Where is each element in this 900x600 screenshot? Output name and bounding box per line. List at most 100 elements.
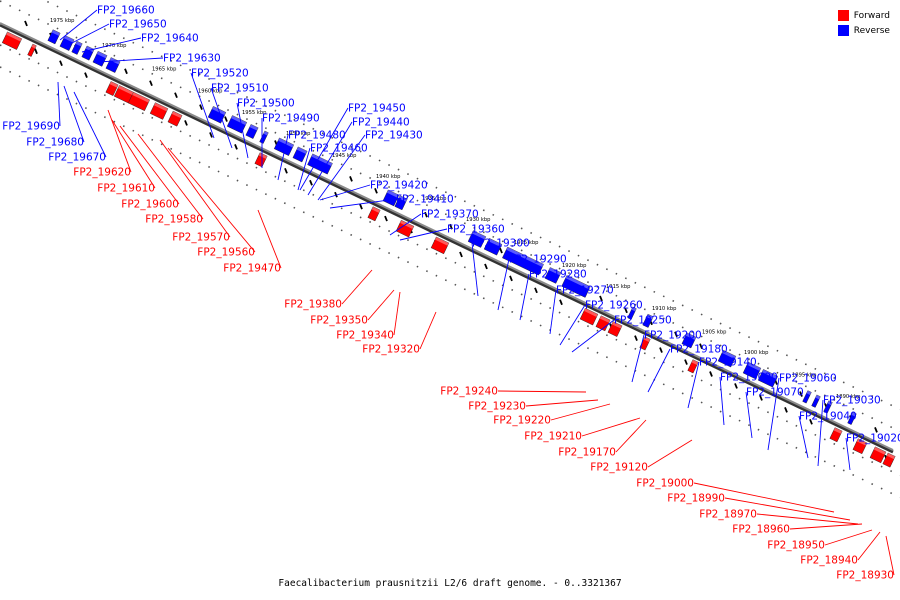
gene-label: FP2_19660	[97, 5, 155, 17]
scale-tick	[734, 383, 738, 389]
scale-tick	[309, 179, 313, 186]
scale-tick	[284, 167, 288, 174]
gene-highlight	[118, 85, 134, 96]
gene-label: FP2_19600	[121, 199, 179, 211]
gene-block	[467, 230, 487, 248]
leader-line	[317, 134, 366, 201]
gene-block	[811, 394, 821, 408]
kbp-label: 1905 kbp	[702, 330, 727, 336]
forward-gene	[687, 359, 699, 374]
legend-label: Forward	[853, 10, 890, 21]
gene-highlight	[263, 130, 269, 136]
gene-highlight	[548, 267, 562, 276]
leader-line	[399, 228, 448, 241]
gene-features	[1, 29, 896, 468]
gene-highlight	[806, 390, 812, 396]
scale-tick	[534, 287, 538, 294]
reverse-gene	[823, 400, 833, 414]
gene-highlight	[721, 350, 736, 359]
gene-label: FP2_19640	[141, 33, 199, 45]
leader-line	[798, 415, 809, 459]
scale-tick	[374, 187, 378, 194]
leader-line	[81, 37, 142, 53]
gene-block	[687, 359, 699, 374]
gene-label: FP2_19230	[468, 401, 526, 413]
leader-line	[647, 348, 671, 393]
gene-block	[47, 29, 61, 45]
gene-highlight	[565, 275, 591, 290]
forward-gene	[128, 91, 150, 112]
reverse-gene	[59, 35, 75, 51]
strand-guides	[0, 0, 900, 499]
gene-label: FP2_19670	[48, 152, 106, 164]
gene-highlight	[611, 321, 623, 329]
forward-gene	[254, 152, 268, 168]
leader-line	[789, 523, 863, 530]
reverse-gene	[226, 115, 248, 134]
reverse-gene	[259, 130, 269, 144]
gene-highlight	[434, 236, 449, 246]
gene-block	[167, 110, 183, 127]
gene-label: FP2_19650	[109, 19, 167, 31]
reverse-gene	[105, 57, 121, 73]
leader-line	[719, 376, 725, 426]
reverse-gene	[292, 146, 308, 163]
gene-block	[105, 81, 119, 96]
leader-line	[57, 81, 61, 127]
scale-tick	[84, 72, 88, 78]
gene-highlight	[487, 238, 502, 248]
gene-highlight	[75, 41, 83, 47]
reverse-gene	[642, 313, 654, 328]
gene-highlight	[386, 189, 400, 198]
gene-highlight	[399, 220, 414, 229]
leader-line	[111, 119, 156, 189]
gene-highlight	[833, 427, 843, 434]
leader-line	[817, 399, 824, 467]
gene-block	[245, 124, 259, 139]
leader-line	[167, 147, 256, 253]
leader-line	[497, 258, 510, 311]
gene-label: FP2_19690	[2, 121, 60, 133]
scale-tick	[699, 343, 703, 350]
gene-block	[367, 206, 381, 222]
leader-line	[550, 403, 611, 421]
leader-line	[73, 91, 107, 158]
leader-line	[767, 377, 780, 451]
gene-highlight	[6, 31, 22, 42]
reverse-gene	[847, 411, 857, 425]
gene-highlight	[231, 115, 247, 126]
gene-block	[292, 146, 308, 163]
leader-line	[519, 273, 530, 321]
kbp-label: 1965 kbp	[152, 67, 177, 73]
gene-label: FP2_19370	[421, 209, 479, 221]
kbp-label: 1950 kbp	[286, 131, 311, 137]
legend: Forward Reverse	[837, 8, 890, 38]
gene-block	[394, 195, 408, 211]
scale-tick	[199, 104, 203, 110]
kbp-label: 1970 kbp	[102, 43, 127, 49]
gene-label: FP2_19120	[590, 462, 648, 474]
scale-tick	[499, 247, 503, 254]
leader-line	[581, 417, 641, 437]
gene-label: FP2_19580	[145, 214, 203, 226]
kbp-label: 1975 kbp	[50, 18, 75, 24]
reverse-gene	[47, 29, 61, 45]
leader-line	[824, 529, 873, 546]
gene-block	[128, 91, 150, 112]
leader-line	[299, 107, 349, 191]
gene-label: FP2_18990	[667, 493, 725, 505]
forward-gene	[149, 102, 169, 120]
gene-label: FP2_19170	[558, 447, 616, 459]
legend-item-forward: Forward	[837, 8, 890, 23]
gene-block	[579, 307, 599, 326]
gene-highlight	[873, 446, 887, 455]
gene-highlight	[886, 452, 896, 460]
gene-highlight	[132, 92, 150, 103]
legend-item-reverse: Reverse	[837, 23, 890, 38]
leader-line	[367, 289, 395, 321]
leader-line	[329, 198, 397, 209]
gene-highlight	[691, 359, 699, 365]
gene-labels: FP2_19660 FP2_19650 FP2_19640 FP2_19630 FP2_…	[2, 5, 900, 582]
gene-label: FP2_19200	[644, 330, 702, 342]
